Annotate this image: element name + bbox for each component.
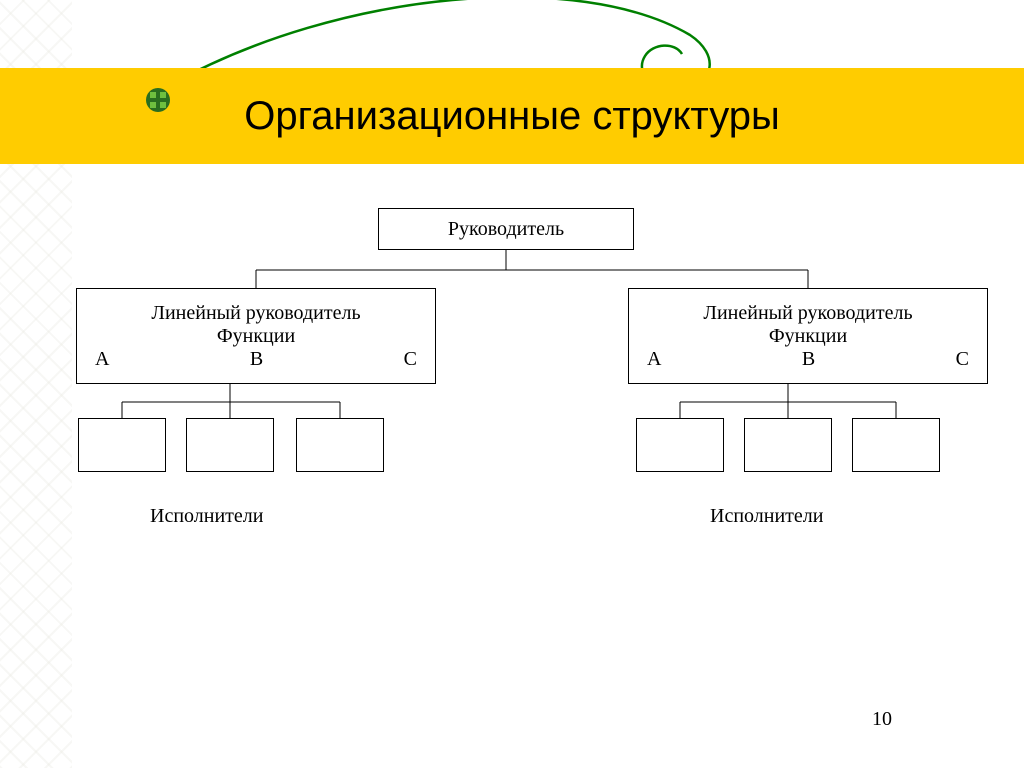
mgr-left-heading: Линейный руководитель [77, 302, 435, 325]
slide: Организационные структуры Руководитель Л… [0, 0, 1024, 768]
node-executor-r2 [744, 418, 832, 472]
func-c: C [956, 348, 969, 371]
mgr-left-functions: A B C [77, 348, 435, 371]
node-executor-l3 [296, 418, 384, 472]
mgr-right-functions: A B C [629, 348, 987, 371]
node-manager-left: Линейный руководитель Функции A B C [76, 288, 436, 384]
node-root: Руководитель [378, 208, 634, 250]
func-a: A [95, 348, 109, 371]
node-executor-r1 [636, 418, 724, 472]
mgr-right-subheading: Функции [629, 325, 987, 348]
func-c: C [404, 348, 417, 371]
mgr-right-heading: Линейный руководитель [629, 302, 987, 325]
mgr-left-subheading: Функции [77, 325, 435, 348]
func-b: B [802, 348, 815, 371]
node-executor-r3 [852, 418, 940, 472]
slide-title: Организационные структуры [244, 94, 780, 139]
node-manager-right: Линейный руководитель Функции A B C [628, 288, 988, 384]
bullet-ornament [144, 86, 172, 119]
label-executors-left: Исполнители [150, 505, 263, 528]
page-number: 10 [872, 708, 892, 731]
func-a: A [647, 348, 661, 371]
label-executors-right: Исполнители [710, 505, 823, 528]
func-b: B [250, 348, 263, 371]
node-executor-l2 [186, 418, 274, 472]
node-root-label: Руководитель [448, 218, 564, 241]
node-executor-l1 [78, 418, 166, 472]
